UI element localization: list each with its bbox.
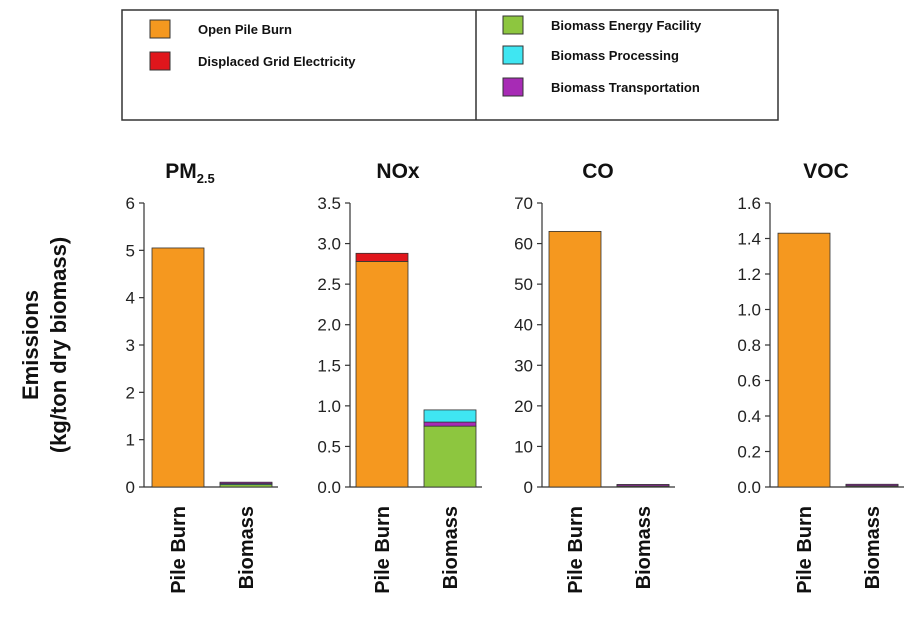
y-tick-label: 20 xyxy=(514,397,533,416)
y-tick-label: 2.0 xyxy=(317,316,341,335)
y-tick-label: 0.6 xyxy=(737,372,761,391)
bar-segment xyxy=(616,484,670,487)
y-tick-label: 0.5 xyxy=(317,437,341,456)
chart-panel-nox: NOx 0.0 0.5 1.0 1.5 2.0 2.5 3.0 3.5 Pile Burn Biom… xyxy=(317,160,482,594)
legend-item: Biomass Processing xyxy=(502,45,679,65)
legend-border xyxy=(121,9,779,121)
legend-label: Displaced Grid Electricity xyxy=(198,54,356,69)
x-category-label: Biomass xyxy=(862,506,884,589)
bar-segment xyxy=(423,425,477,488)
legend-item: Biomass Energy Facility xyxy=(502,15,702,35)
bar-segment xyxy=(355,261,409,488)
x-category-label: Pile Burn xyxy=(794,506,816,594)
y-axis-label-line1: Emissions xyxy=(18,290,43,400)
y-tick-label: 0 xyxy=(126,478,135,497)
y-tick-label: 0.0 xyxy=(317,478,341,497)
legend-swatch xyxy=(502,77,524,97)
bar-segment xyxy=(548,230,602,488)
x-category-label: Pile Burn xyxy=(168,506,190,594)
chart-title: PM2.5 xyxy=(165,160,215,186)
x-category-label: Biomass xyxy=(236,506,258,589)
x-category-label: Pile Burn xyxy=(565,506,587,594)
y-tick-label: 2.5 xyxy=(317,275,341,294)
y-axis-label: Emissions (kg/ton dry biomass) xyxy=(18,237,71,453)
y-tick-label: 30 xyxy=(514,356,533,375)
y-tick-label: 0.0 xyxy=(737,478,761,497)
legend-label: Biomass Processing xyxy=(551,48,679,63)
y-tick-label: 3 xyxy=(126,336,135,355)
x-category-label: Biomass xyxy=(440,506,462,589)
y-tick-label: 0 xyxy=(524,478,533,497)
y-tick-label: 2 xyxy=(126,383,135,402)
legend-item: Biomass Transportation xyxy=(502,77,700,97)
y-tick-label: 3.0 xyxy=(317,235,341,254)
y-tick-label: 1 xyxy=(126,431,135,450)
chart-title-subscript: 2.5 xyxy=(197,171,215,186)
bar-segment xyxy=(777,232,831,488)
legend-label: Open Pile Burn xyxy=(198,22,292,37)
chart-title-main: VOC xyxy=(803,160,849,183)
x-category-label: Pile Burn xyxy=(372,506,394,594)
chart-title-main: PM xyxy=(165,160,197,183)
y-tick-label: 1.4 xyxy=(737,230,761,249)
y-axis-label-line2: (kg/ton dry biomass) xyxy=(46,237,71,453)
y-tick-label: 5 xyxy=(126,241,135,260)
y-tick-label: 60 xyxy=(514,235,533,254)
chart-panel-co: CO 0 10 20 30 40 50 60 70 Pile Burn Biomass xyxy=(514,160,675,594)
bar-segment xyxy=(355,252,409,262)
y-tick-label: 50 xyxy=(514,275,533,294)
legend-swatch xyxy=(149,19,171,39)
y-tick-label: 0.2 xyxy=(737,443,761,462)
y-tick-label: 1.0 xyxy=(317,397,341,416)
chart-panel-pm: PM2.5 0 1 2 3 4 5 6 Pile Burn Biomass xyxy=(126,160,278,594)
y-tick-label: 4 xyxy=(126,289,135,308)
y-tick-label: 1.0 xyxy=(737,301,761,320)
y-tick-label: 1.5 xyxy=(317,356,341,375)
y-tick-label: 1.6 xyxy=(737,194,761,213)
chart-title: VOC xyxy=(803,160,849,183)
y-tick-label: 3.5 xyxy=(317,194,341,213)
bar-segment xyxy=(423,409,477,423)
chart-title: NOx xyxy=(376,160,420,183)
y-tick-label: 6 xyxy=(126,194,135,213)
bar-segment xyxy=(845,483,899,487)
legend-swatch xyxy=(502,15,524,35)
legend-label: Biomass Transportation xyxy=(551,80,700,95)
y-tick-label: 1.2 xyxy=(737,265,761,284)
y-tick-label: 70 xyxy=(514,194,533,213)
y-tick-label: 0.4 xyxy=(737,407,761,426)
y-tick-label: 40 xyxy=(514,316,533,335)
legend-swatch xyxy=(502,45,524,65)
x-category-label: Biomass xyxy=(633,506,655,589)
y-tick-label: 10 xyxy=(514,437,533,456)
legend-item: Open Pile Burn xyxy=(149,19,292,39)
bar-segment xyxy=(219,481,273,485)
chart-title-main: CO xyxy=(582,160,614,183)
legend-swatch xyxy=(149,51,171,71)
legend-item: Displaced Grid Electricity xyxy=(149,51,356,71)
legend-label: Biomass Energy Facility xyxy=(551,18,702,33)
y-tick-label: 0.8 xyxy=(737,336,761,355)
bar-segment xyxy=(423,421,477,427)
chart-panel-voc: VOC 0.0 0.2 0.4 0.6 0.8 1.0 1.2 1.4 1.6 Pile Burn B… xyxy=(737,160,904,594)
chart-title-main: NOx xyxy=(376,160,420,183)
chart-title: CO xyxy=(582,160,614,183)
legend: Open Pile Burn Displaced Grid Electricity… xyxy=(121,9,779,121)
bar-segment xyxy=(151,247,205,488)
